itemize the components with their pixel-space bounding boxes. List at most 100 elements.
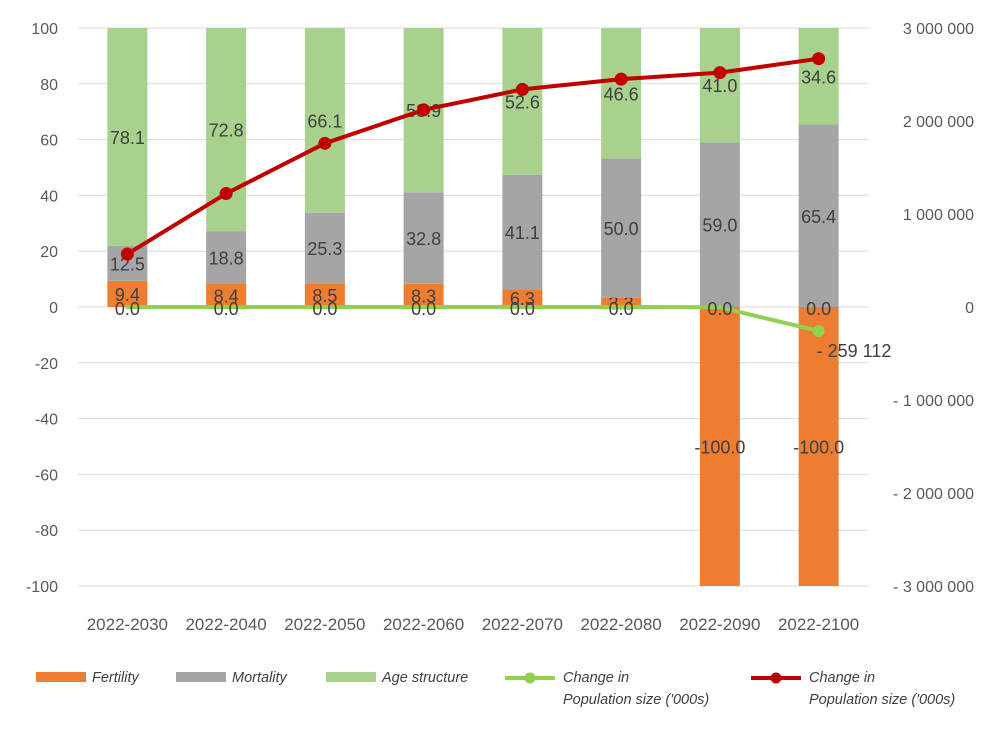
left-axis-tick-label: -40 (35, 412, 58, 429)
bar-fertility (206, 283, 247, 307)
data-label-mortality: 18.8 (209, 248, 244, 268)
x-axis-category-label: 2022-2080 (580, 615, 661, 634)
legend-mortality-swatch (176, 672, 226, 682)
right-axis-tick-label: - 3 000 000 (893, 579, 974, 596)
data-label-mortality: 25.3 (307, 239, 342, 259)
x-axis-category-label: 2022-2040 (185, 615, 266, 634)
data-label-age-structure: 34.6 (801, 67, 836, 87)
data-label-population-change-green: 0.0 (115, 299, 140, 319)
legend-age-structure-label: Age structure (381, 670, 468, 686)
data-label-fertility: 8.3 (411, 286, 436, 306)
data-label-fertility: 8.5 (312, 286, 337, 306)
data-label-mortality: 32.8 (406, 229, 441, 249)
legend-population-change-green-marker (524, 672, 536, 684)
data-label-population-change-green: 0.0 (510, 299, 535, 319)
population-change-marker-red (812, 52, 826, 66)
right-axis-tick-label: 2 000 000 (903, 114, 974, 131)
right-axis-tick-label: - 1 000 000 (893, 393, 974, 410)
legend-population-change-red-marker (770, 672, 782, 684)
bar-fertility (798, 307, 839, 586)
population-change-marker-red (614, 72, 628, 86)
left-axis-tick-label: 100 (31, 21, 58, 38)
x-axis-category-label: 2022-2090 (679, 615, 760, 634)
data-label-age-structure: 66.1 (307, 111, 342, 131)
bar-fertility (699, 307, 740, 586)
bar-mortality (798, 124, 839, 307)
data-label-mortality: 59.0 (702, 216, 737, 236)
population-change-marker-red (219, 187, 233, 201)
data-label-fertility: -100.0 (793, 438, 844, 458)
data-label-population-change-green: 0.0 (707, 299, 732, 319)
data-label-population-change-green: 0.0 (609, 299, 634, 319)
legend-population-change-red-label: Population size ('000s) (809, 692, 955, 708)
left-axis-tick-label: -60 (35, 467, 58, 484)
right-axis-tick-label: 1 000 000 (903, 207, 974, 224)
right-axis-tick-label: 0 (965, 300, 974, 317)
legend-age-structure-swatch (326, 672, 376, 682)
data-label-mortality: 50.0 (604, 219, 639, 239)
bar-mortality (403, 192, 444, 284)
bar-mortality (502, 174, 543, 290)
bar-age-structure (502, 28, 543, 175)
bar-fertility (601, 297, 642, 307)
data-label-fertility: -100.0 (694, 438, 745, 458)
legend-population-change-green-label: Population size ('000s) (563, 692, 709, 708)
x-axis-category-label: 2022-2050 (284, 615, 365, 634)
data-label-age-structure: 41.0 (702, 76, 737, 96)
bar-fertility (403, 283, 444, 307)
data-label-age-structure: 52.6 (505, 92, 540, 112)
legend-fertility-label: Fertility (92, 670, 139, 686)
left-axis-tick-label: 40 (40, 188, 58, 205)
data-label-mortality: 41.1 (505, 223, 540, 243)
legend-fertility-swatch (36, 672, 86, 682)
data-label-age-structure: 46.6 (604, 84, 639, 104)
population-change-marker-red (417, 103, 431, 117)
bar-fertility (107, 280, 148, 307)
legend-mortality-label: Mortality (232, 670, 288, 686)
bar-age-structure (798, 28, 839, 125)
data-label-fertility: 9.4 (115, 285, 140, 305)
population-change-line-green (125, 305, 821, 333)
bar-mortality (304, 212, 345, 284)
x-axis-category-label: 2022-2100 (778, 615, 859, 634)
population-change-marker-red (515, 82, 529, 96)
bar-age-structure (601, 28, 642, 159)
data-label-fertility: 6.3 (510, 289, 535, 309)
bar-age-structure (107, 28, 148, 246)
data-label-mortality: 65.4 (801, 207, 836, 227)
data-label-fertility: 8.4 (214, 286, 239, 306)
data-label-population-change-green: 0.0 (806, 299, 831, 319)
bar-age-structure (699, 28, 740, 143)
data-label-population-change-green: 0.0 (411, 299, 436, 319)
left-axis-tick-label: -80 (35, 523, 58, 540)
left-axis-tick-label: 60 (40, 133, 58, 150)
legend-population-change-red-label: Change in (809, 670, 875, 686)
bar-mortality (699, 142, 740, 307)
bar-fertility (304, 283, 345, 307)
right-axis-tick-label: - 2 000 000 (893, 486, 974, 503)
population-change-line-red (125, 56, 821, 256)
bar-mortality (601, 158, 642, 298)
data-label-population-change-end: - 259 112 (817, 341, 892, 361)
population-change-marker-green (812, 324, 825, 337)
population-change-marker-red (713, 66, 727, 80)
bar-fertility (502, 289, 543, 307)
data-label-age-structure: 78.1 (110, 128, 145, 148)
x-axis-category-label: 2022-2060 (383, 615, 464, 634)
data-label-population-change-green: 0.0 (312, 299, 337, 319)
x-axis-category-label: 2022-2030 (87, 615, 168, 634)
left-axis-tick-label: 0 (49, 300, 58, 317)
bar-mortality (206, 231, 247, 284)
left-axis-tick-label: -100 (26, 579, 58, 596)
left-axis-tick-label: 80 (40, 77, 58, 94)
population-change-marker-red (318, 136, 332, 150)
left-axis-tick-label: 20 (40, 244, 58, 261)
right-axis-tick-label: 3 000 000 (903, 21, 974, 38)
x-axis-category-label: 2022-2070 (482, 615, 563, 634)
left-axis-tick-label: -20 (35, 356, 58, 373)
data-label-age-structure: 72.8 (209, 121, 244, 141)
data-label-mortality: 12.5 (110, 254, 145, 274)
data-label-population-change-green: 0.0 (214, 299, 239, 319)
